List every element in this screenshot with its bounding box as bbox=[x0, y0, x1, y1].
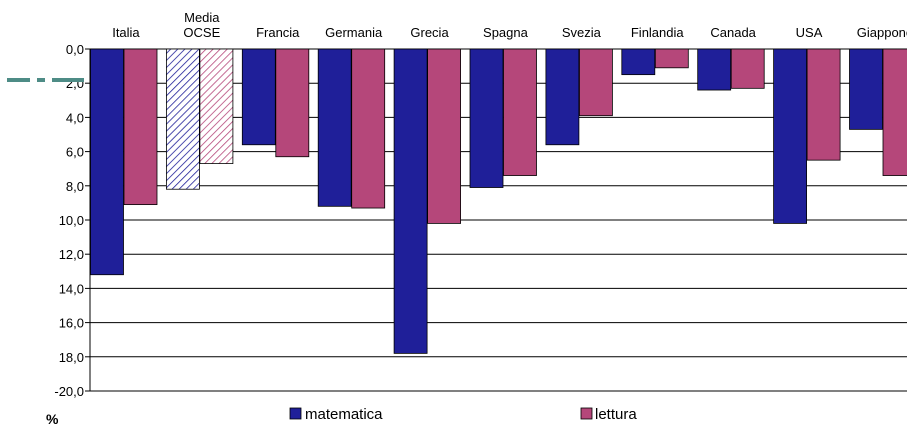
y-tick-label: 8,0 bbox=[66, 179, 84, 194]
y-unit-label: % bbox=[46, 411, 59, 426]
legend-item-lettura: lettura bbox=[580, 406, 637, 423]
category-label: Giappone bbox=[857, 25, 907, 40]
bar-lettura bbox=[579, 48, 613, 117]
bar-lettura bbox=[427, 48, 462, 224]
axes bbox=[85, 48, 91, 392]
y-tick-label: 4,0 bbox=[66, 110, 84, 125]
legend-swatch-matematica bbox=[289, 407, 302, 420]
bar-lettura bbox=[199, 48, 234, 164]
bar-lettura bbox=[351, 48, 386, 209]
category-label: Media OCSE bbox=[183, 10, 220, 40]
category-label: Francia bbox=[256, 25, 300, 40]
category-label: Germania bbox=[325, 25, 383, 40]
bar-lettura bbox=[275, 48, 310, 158]
legend-swatch-lettura bbox=[580, 407, 593, 420]
bar-lettura bbox=[123, 48, 158, 206]
y-tick-label: 14,0 bbox=[59, 281, 84, 296]
category-label: Finlandia bbox=[631, 25, 685, 40]
y-tick-label: 10,0 bbox=[59, 213, 84, 228]
bar-lettura bbox=[882, 48, 907, 176]
category-label: Grecia bbox=[410, 25, 449, 40]
y-tick-label: 12,0 bbox=[59, 247, 84, 262]
bar-matematica bbox=[165, 48, 200, 190]
bar-matematica bbox=[393, 48, 428, 354]
category-label: Italia bbox=[112, 25, 140, 40]
bar-matematica bbox=[469, 48, 504, 188]
category-label: Canada bbox=[710, 25, 756, 40]
bar-matematica bbox=[773, 48, 807, 224]
y-tick-label: 0,0 bbox=[66, 42, 84, 57]
bar-matematica bbox=[317, 48, 352, 207]
category-label: Svezia bbox=[562, 25, 602, 40]
bar-matematica bbox=[90, 48, 124, 276]
bar-matematica bbox=[241, 48, 276, 146]
bar-lettura bbox=[730, 48, 765, 89]
y-tick-label: 6,0 bbox=[66, 145, 84, 160]
y-tick-label: 18,0 bbox=[59, 350, 84, 365]
y-tick-label: 16,0 bbox=[59, 316, 84, 331]
legend-label-matematica: matematica bbox=[305, 406, 383, 423]
bars bbox=[90, 48, 907, 354]
bar-matematica bbox=[545, 48, 580, 146]
bar-matematica bbox=[621, 48, 656, 76]
bar-matematica bbox=[697, 48, 732, 91]
category-label: USA bbox=[796, 25, 823, 40]
bar-lettura bbox=[654, 48, 689, 69]
labels: 0,02,04,06,08,010,012,014,016,018,0-20,0… bbox=[54, 10, 907, 399]
y-tick-label: -20,0 bbox=[54, 384, 84, 399]
bar-lettura bbox=[503, 48, 537, 176]
category-label: Spagna bbox=[483, 25, 529, 40]
legend-label-lettura: lettura bbox=[595, 406, 637, 423]
legend-item-matematica: matematica bbox=[289, 406, 383, 423]
legend: matematica lettura bbox=[289, 406, 637, 423]
bar-matematica bbox=[849, 48, 883, 130]
bar-lettura bbox=[806, 48, 841, 161]
